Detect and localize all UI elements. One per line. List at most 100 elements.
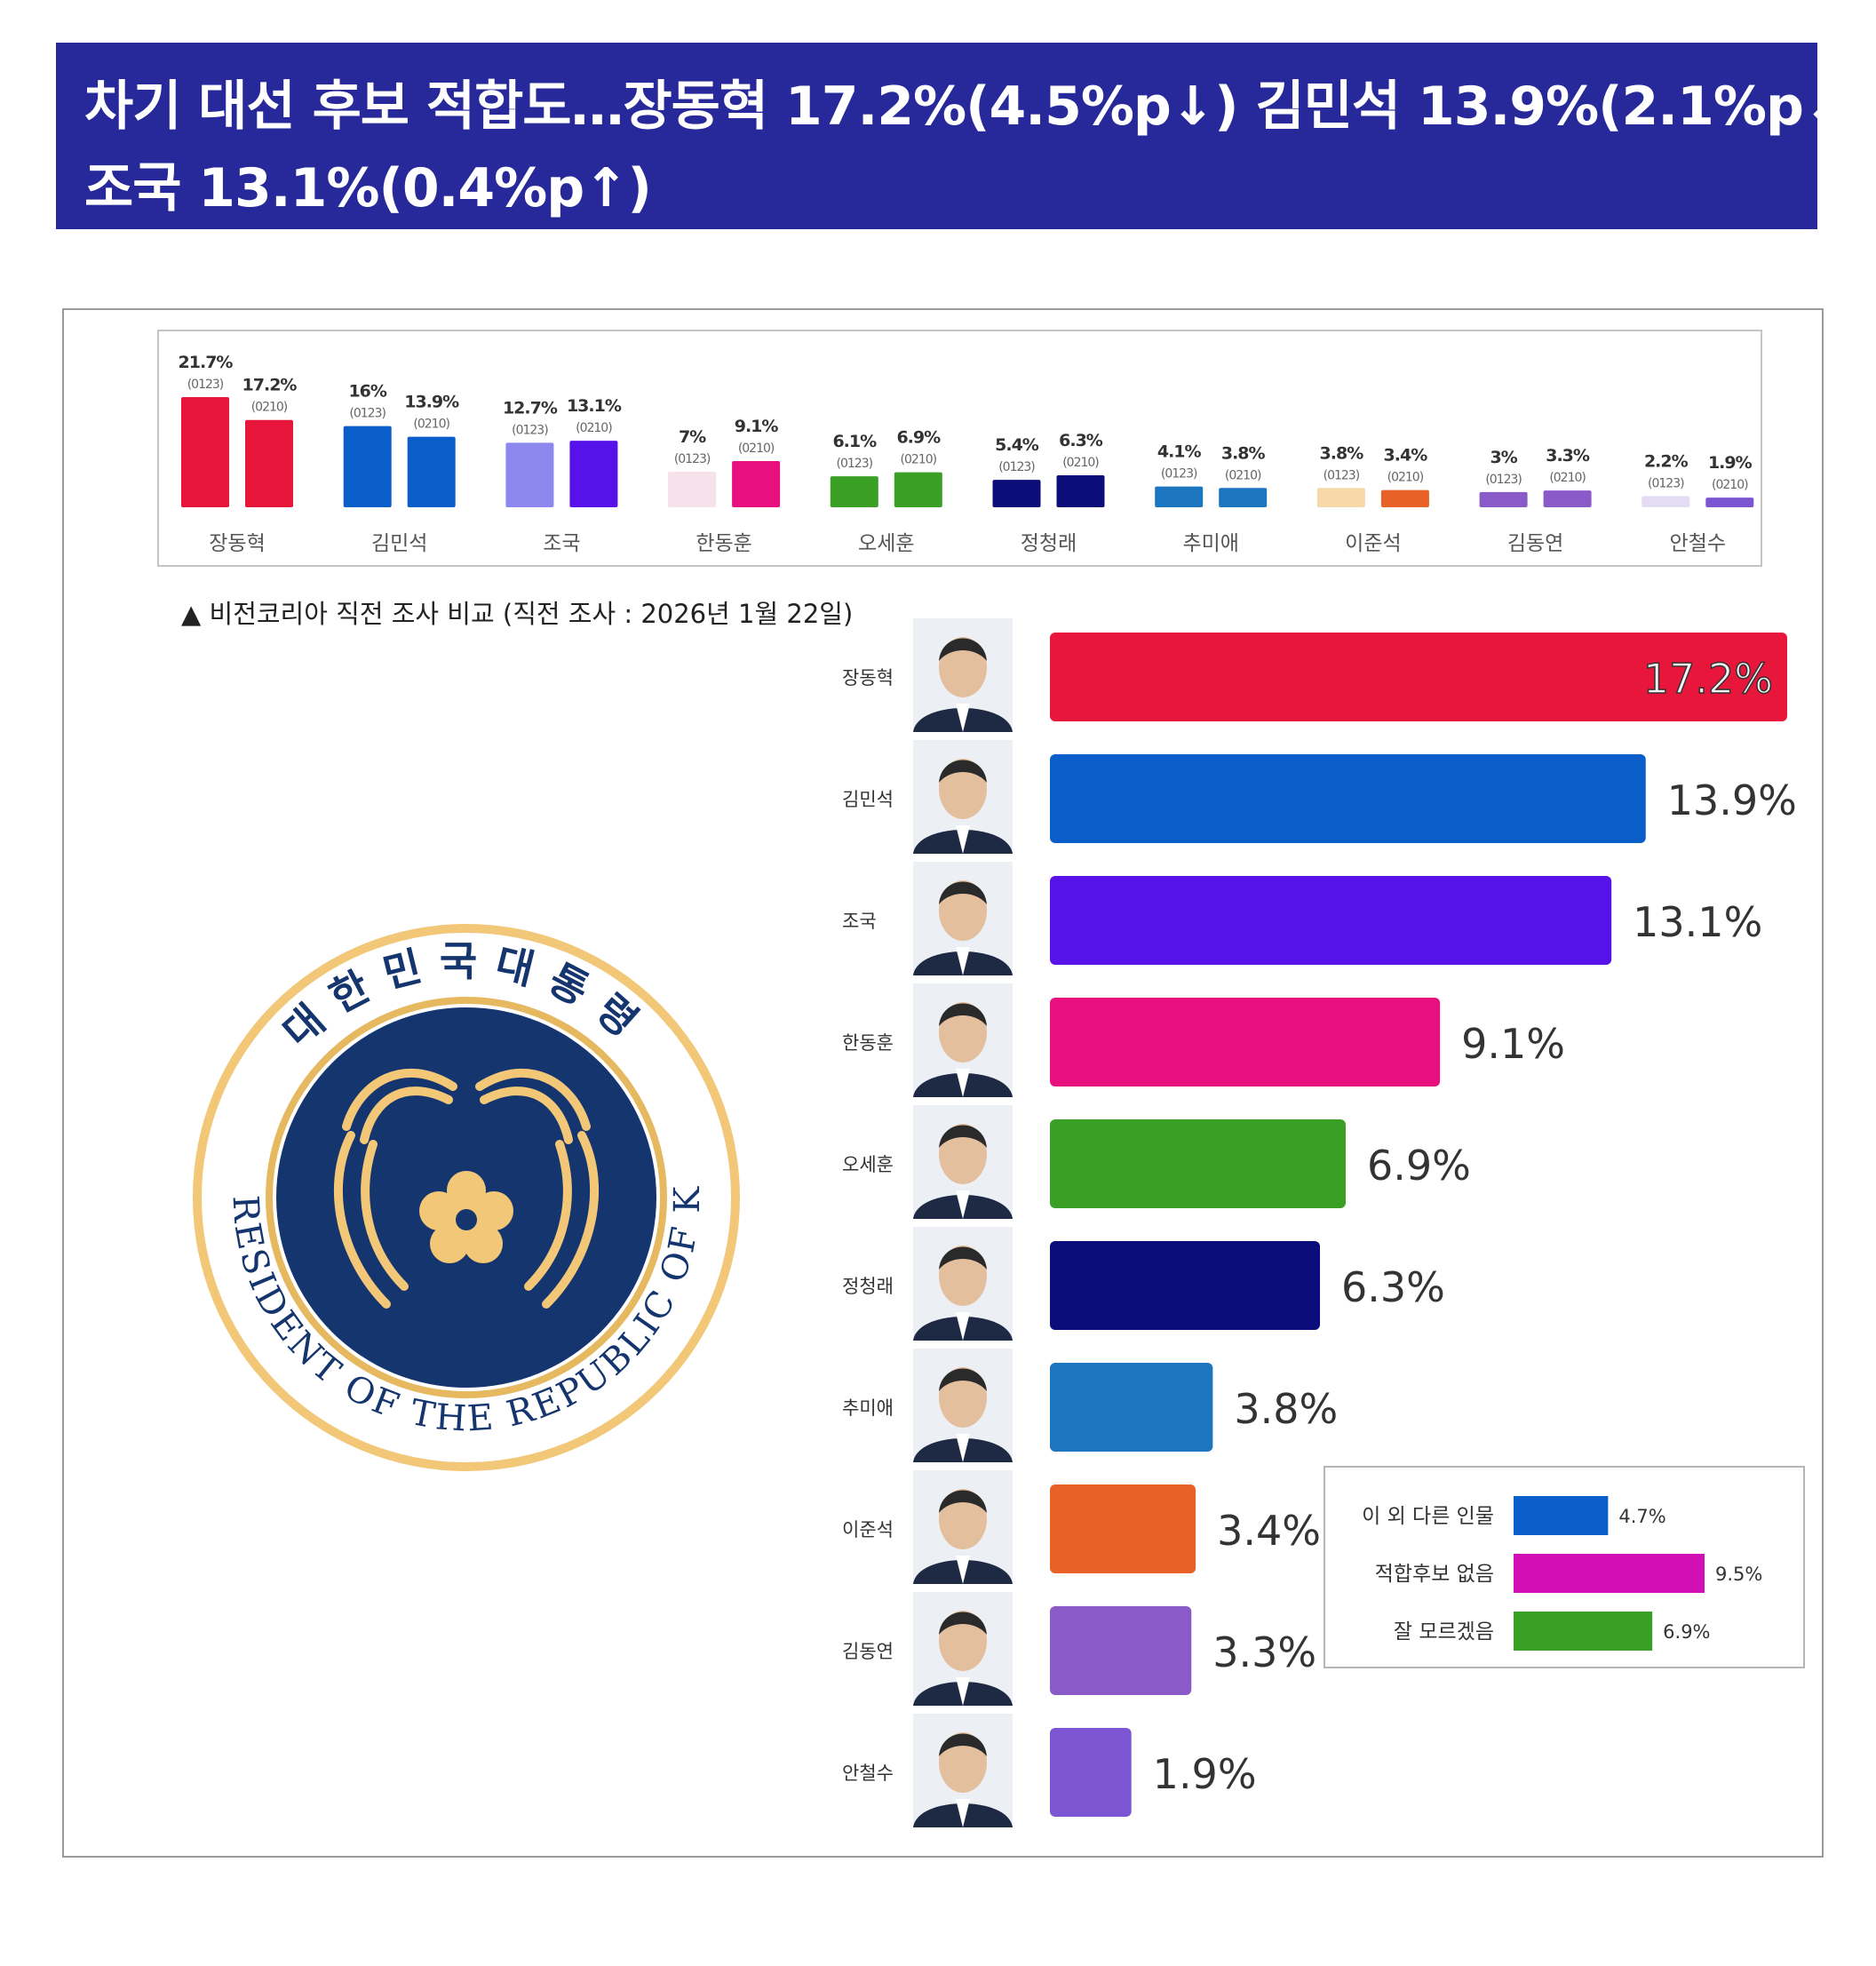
candidate-photo — [913, 1105, 1013, 1219]
candidate-value-label: 17.2% — [1643, 655, 1773, 703]
top-bar-curr-10 — [1705, 497, 1754, 507]
presidential-seal: 대한민국대통령 THE PRESIDENT OF THE REPUBLIC OF… — [174, 890, 742, 1473]
headline-line-2: 조국 13.1%(0.4%p↑) — [84, 157, 652, 219]
top-value-label: 3.4% — [1384, 446, 1428, 466]
candidate-photo — [913, 1592, 1013, 1706]
top-bar-prev-1 — [181, 397, 229, 507]
top-date-label: (0210) — [1549, 471, 1586, 485]
other-response-bar-2 — [1514, 1554, 1705, 1593]
top-category-label: 한동훈 — [696, 532, 751, 555]
top-value-label: 13.9% — [404, 393, 459, 412]
top-value-label: 16% — [348, 382, 386, 402]
top-date-label: (0123) — [349, 407, 386, 421]
candidate-value-label: 1.9% — [1153, 1750, 1257, 1798]
other-response-value: 9.5% — [1715, 1564, 1762, 1585]
candidate-bar-3 — [1050, 876, 1612, 965]
candidate-bar-10 — [1050, 1728, 1132, 1817]
main-horizontal-bar-chart: 장동혁 17.2% 김민석 13.9% 조국 13.1% 한동훈 9.1% 오세훈 6.9% 정청래… — [835, 615, 1803, 1841]
candidate-bar-1 — [1050, 633, 1787, 721]
candidate-value-label: 3.8% — [1234, 1385, 1338, 1433]
top-date-label: (0210) — [413, 418, 449, 432]
top-date-label: (0123) — [187, 378, 224, 392]
top-category-label: 안철수 — [1670, 532, 1726, 555]
top-date-label: (0123) — [512, 423, 548, 437]
top-value-label: 3% — [1490, 448, 1517, 467]
candidate-name-label: 한동훈 — [842, 1032, 894, 1054]
other-response-label: 이 외 다른 인물 — [1362, 1505, 1494, 1528]
top-date-label: (0123) — [998, 460, 1035, 474]
top-date-label: (0123) — [1485, 473, 1522, 487]
top-category-label: 조국 — [543, 532, 580, 555]
headline-banner: 차기 대선 후보 적합도…장동혁 17.2%(4.5%p↓) 김민석 13.9%… — [56, 43, 1872, 229]
top-date-label: (0123) — [1324, 468, 1360, 482]
mugunghwa-flower-icon — [419, 1171, 513, 1263]
top-value-label: 5.4% — [995, 435, 1039, 455]
top-bar-curr-4 — [732, 461, 781, 507]
candidate-value-label: 13.1% — [1633, 898, 1762, 946]
top-value-label: 21.7% — [179, 353, 234, 372]
top-bar-prev-5 — [830, 476, 878, 507]
top-value-label: 12.7% — [503, 398, 558, 418]
other-response-bar-1 — [1514, 1496, 1609, 1535]
candidate-name-label: 조국 — [842, 911, 877, 932]
top-date-label: (0210) — [251, 401, 288, 415]
candidate-photo — [913, 1227, 1013, 1341]
top-category-label: 김민석 — [371, 532, 427, 555]
top-value-label: 2.2% — [1644, 451, 1689, 471]
top-bar-prev-10 — [1642, 496, 1690, 507]
top-category-label: 이준석 — [1345, 532, 1401, 555]
top-date-label: (0210) — [576, 421, 612, 435]
top-date-label: (0123) — [1161, 467, 1197, 482]
top-bar-curr-6 — [1056, 475, 1105, 507]
top-bar-curr-9 — [1543, 490, 1592, 507]
candidate-bar-5 — [1050, 1119, 1346, 1208]
candidate-bar-2 — [1050, 754, 1646, 843]
candidate-bar-4 — [1050, 998, 1441, 1086]
headline-line-1: 차기 대선 후보 적합도…장동혁 17.2%(4.5%p↓) 김민석 13.9%… — [84, 76, 1872, 138]
top-category-label: 정청래 — [1021, 532, 1077, 555]
comparison-bar-chart: 21.7% (0123) 17.2% (0210) 장동혁 16% (0123) 13.9% (… — [157, 330, 1762, 567]
candidate-photo — [913, 983, 1013, 1097]
candidate-name-label: 안철수 — [842, 1763, 894, 1784]
top-category-label: 오세훈 — [858, 532, 914, 555]
top-value-label: 7% — [679, 427, 706, 447]
comparison-note: ▲ 비전코리아 직전 조사 비교 (직전 조사 : 2026년 1월 22일) — [181, 599, 854, 629]
top-bar-curr-3 — [569, 441, 618, 507]
top-category-label: 장동혁 — [209, 532, 265, 555]
top-bar-curr-1 — [245, 419, 293, 507]
top-date-label: (0210) — [1225, 468, 1261, 482]
candidate-name-label: 추미애 — [842, 1397, 894, 1419]
top-bar-prev-8 — [1316, 488, 1365, 507]
other-response-label: 적합후보 없음 — [1375, 1563, 1494, 1586]
top-value-label: 1.9% — [1708, 453, 1753, 473]
candidate-photo — [913, 740, 1013, 854]
candidate-value-label: 6.9% — [1367, 1142, 1471, 1190]
top-bar-prev-2 — [343, 426, 392, 507]
top-date-label: (0123) — [837, 457, 873, 471]
top-bar-prev-3 — [505, 442, 554, 507]
top-value-label: 6.3% — [1059, 431, 1103, 450]
top-category-label: 추미애 — [1182, 532, 1238, 555]
candidate-bar-7 — [1050, 1363, 1213, 1452]
candidate-value-label: 3.3% — [1212, 1628, 1316, 1676]
candidate-name-label: 장동혁 — [842, 667, 894, 688]
top-value-label: 3.3% — [1546, 446, 1590, 466]
other-response-label: 잘 모르겠음 — [1394, 1620, 1494, 1644]
top-date-label: (0210) — [1062, 456, 1099, 470]
other-response-value: 4.7% — [1618, 1506, 1665, 1527]
candidate-name-label: 정청래 — [842, 1276, 894, 1297]
candidate-photo — [913, 862, 1013, 975]
candidate-photo — [913, 1714, 1013, 1827]
top-value-label: 3.8% — [1221, 443, 1266, 463]
candidate-name-label: 이준석 — [842, 1519, 894, 1540]
top-category-label: 김동연 — [1507, 532, 1563, 555]
candidate-name-label: 김민석 — [842, 789, 894, 810]
top-value-label: 6.9% — [896, 428, 941, 448]
top-bar-prev-4 — [668, 472, 717, 507]
candidate-photo — [913, 1470, 1013, 1584]
top-bar-prev-6 — [992, 480, 1041, 507]
top-value-label: 4.1% — [1157, 442, 1202, 462]
candidate-bar-6 — [1050, 1241, 1321, 1330]
candidate-name-label: 오세훈 — [842, 1154, 894, 1175]
top-date-label: (0210) — [1712, 478, 1748, 492]
